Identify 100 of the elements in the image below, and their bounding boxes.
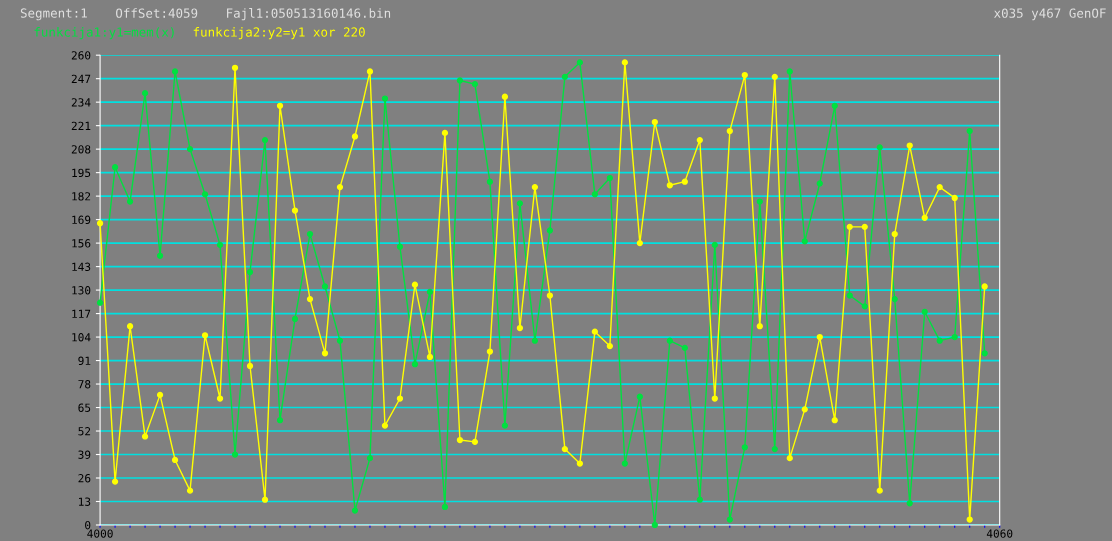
point xyxy=(921,214,928,221)
point xyxy=(171,68,179,75)
point xyxy=(441,129,449,137)
point xyxy=(786,455,793,462)
point xyxy=(261,496,269,503)
text: OffSet:4059 xyxy=(116,8,198,18)
point xyxy=(351,507,359,514)
point xyxy=(576,59,583,66)
point xyxy=(306,230,314,238)
y-tick-label: 156 xyxy=(72,239,91,248)
point xyxy=(171,456,179,464)
point xyxy=(636,393,643,400)
point xyxy=(966,127,973,135)
y-tick-label: 143 xyxy=(72,262,91,271)
point xyxy=(726,516,733,523)
point xyxy=(516,324,524,332)
point xyxy=(441,503,449,511)
point xyxy=(471,80,479,88)
point xyxy=(666,182,673,189)
point xyxy=(921,308,928,315)
point xyxy=(831,417,838,424)
point xyxy=(756,198,763,205)
point xyxy=(891,230,898,238)
point xyxy=(216,241,224,249)
point xyxy=(246,362,254,370)
point xyxy=(321,283,329,290)
point xyxy=(411,281,419,288)
point xyxy=(456,77,464,84)
y-tick-label: 78 xyxy=(78,380,91,389)
point xyxy=(591,191,598,198)
point xyxy=(936,337,943,344)
point xyxy=(606,342,613,350)
point xyxy=(351,133,359,140)
point xyxy=(396,395,404,402)
point xyxy=(876,487,883,494)
text: Fajl1:050513160146.bin xyxy=(227,8,391,21)
point xyxy=(486,178,494,185)
point xyxy=(876,144,883,151)
y-tick-label: 247 xyxy=(71,74,91,83)
y-tick-label: 52 xyxy=(78,427,91,436)
point xyxy=(186,487,194,494)
point xyxy=(606,174,613,182)
text: funkcija1:y1=mem(x) xyxy=(34,27,174,40)
point xyxy=(126,198,134,205)
point xyxy=(456,436,464,444)
point xyxy=(726,127,733,135)
point xyxy=(951,333,958,341)
point xyxy=(561,445,569,453)
point xyxy=(696,136,703,144)
y-tick-label: 0 xyxy=(85,520,91,530)
point xyxy=(381,95,389,102)
point xyxy=(231,451,239,458)
point xyxy=(396,243,404,250)
point xyxy=(981,350,988,357)
point xyxy=(546,227,554,234)
point xyxy=(426,288,434,296)
y-tick-label: 182 xyxy=(72,192,91,201)
point xyxy=(411,361,419,368)
point xyxy=(681,178,688,185)
point xyxy=(366,68,374,75)
point xyxy=(201,191,209,198)
y-tick-label: 65 xyxy=(78,403,91,412)
point xyxy=(501,422,509,429)
point xyxy=(156,391,164,399)
point xyxy=(621,59,628,66)
point xyxy=(666,337,673,344)
point xyxy=(381,422,389,429)
point xyxy=(486,348,494,355)
point xyxy=(306,295,314,303)
point xyxy=(741,444,748,451)
y-tick-label: 195 xyxy=(72,168,91,178)
text: funkcija2:y2=y1 xor 220 xyxy=(193,27,365,40)
text: Segment:1 xyxy=(20,8,87,21)
point xyxy=(936,183,943,191)
point xyxy=(771,445,778,453)
point xyxy=(201,332,209,339)
point xyxy=(861,303,868,310)
point xyxy=(516,200,524,207)
y-tick-label: 260 xyxy=(71,51,91,60)
point xyxy=(501,93,509,100)
y-tick-label: 104 xyxy=(72,333,91,342)
point xyxy=(651,118,658,126)
point xyxy=(231,64,239,71)
point xyxy=(96,299,104,306)
point xyxy=(906,500,913,507)
point xyxy=(291,207,299,214)
point xyxy=(186,146,194,153)
x-tick-label: 4060 xyxy=(986,529,1013,538)
y-tick-label: 130 xyxy=(72,286,91,295)
point xyxy=(126,323,134,330)
point xyxy=(291,315,299,323)
point xyxy=(531,337,539,344)
point xyxy=(246,268,254,276)
point xyxy=(261,136,269,144)
x-tick-label: 4000 xyxy=(87,529,113,538)
point xyxy=(141,433,149,440)
y-tick-label: 208 xyxy=(71,145,91,154)
point xyxy=(816,333,823,341)
point xyxy=(801,406,808,413)
point xyxy=(591,328,598,335)
